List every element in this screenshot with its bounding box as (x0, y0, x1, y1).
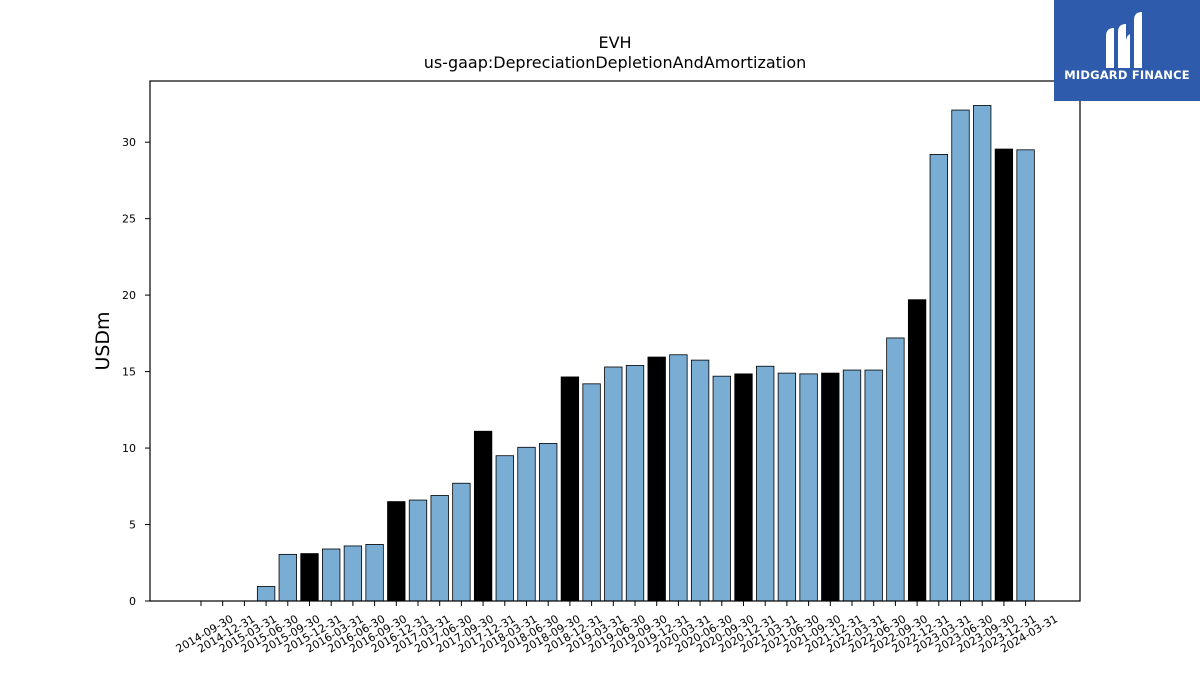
y-tick-label: 0 (129, 595, 136, 608)
x-axis-ticks: 2014-09-302014-12-312015-03-312015-06-30… (174, 601, 1060, 656)
bar-2023-03-31 (929, 154, 948, 602)
bar-2023-06-30 (951, 109, 970, 602)
bar-2017-09-30 (452, 482, 471, 602)
bar-2021-06-30 (777, 372, 797, 602)
bar-2021-03-31 (756, 365, 775, 602)
bar-2022-12-31 (907, 299, 927, 602)
bar-2023-12-31 (994, 148, 1014, 602)
bar-2020-06-30 (690, 359, 710, 602)
midgard-finance-logo: MIDGARD FINANCE (1054, 0, 1200, 101)
y-tick-label: 20 (122, 289, 136, 302)
bar-2016-12-31 (387, 501, 406, 602)
y-tick-label: 25 (122, 213, 136, 226)
bar-2019-09-30 (625, 365, 645, 602)
bar-2022-06-30 (864, 369, 883, 602)
bar-2019-12-31 (647, 356, 666, 602)
bar-2015-12-31 (300, 553, 319, 602)
y-tick-label: 5 (129, 519, 136, 532)
bar-2017-03-31 (408, 499, 428, 602)
midgard-logo-icon (1106, 12, 1142, 68)
chart-subtitle: us-gaap:DepreciationDepletionAndAmortiza… (424, 53, 807, 72)
bar-2016-03-31 (322, 548, 341, 602)
bar-2018-06-30 (517, 446, 536, 602)
bar-2022-03-31 (842, 369, 862, 602)
bar-2018-03-31 (495, 455, 514, 602)
bar-2017-06-30 (430, 495, 449, 602)
bars-group (256, 105, 1035, 602)
bar-2016-06-30 (343, 545, 363, 602)
y-tick-label: 30 (122, 136, 136, 149)
bar-2018-12-31 (560, 376, 580, 602)
bar-2020-09-30 (712, 375, 731, 602)
y-axis-label: USDm (92, 311, 114, 370)
bar-2016-09-30 (365, 544, 384, 602)
bar-2015-09-30 (278, 553, 297, 602)
bar-2017-12-31 (473, 430, 493, 602)
bar-2020-03-31 (669, 354, 688, 602)
bar-2018-09-30 (539, 443, 558, 602)
bar-2022-09-30 (886, 337, 905, 602)
bar-2015-06-30 (256, 586, 276, 602)
y-tick-label: 10 (122, 442, 136, 455)
bar-2021-12-31 (821, 372, 840, 602)
y-axis-ticks: 0 5 10 15 20 25 30 (122, 136, 150, 608)
bar-2019-06-30 (604, 366, 623, 602)
bar-2024-03-31 (1016, 149, 1035, 602)
chart-title: EVH (598, 33, 631, 52)
bar-2023-09-30 (973, 105, 992, 602)
plot-frame (149, 80, 1081, 602)
logo-text: MIDGARD FINANCE (1064, 68, 1190, 82)
bar-2020-12-31 (734, 373, 753, 602)
bar-2019-03-31 (582, 383, 601, 602)
bar-2021-09-30 (799, 373, 818, 602)
y-tick-label: 15 (122, 366, 136, 379)
